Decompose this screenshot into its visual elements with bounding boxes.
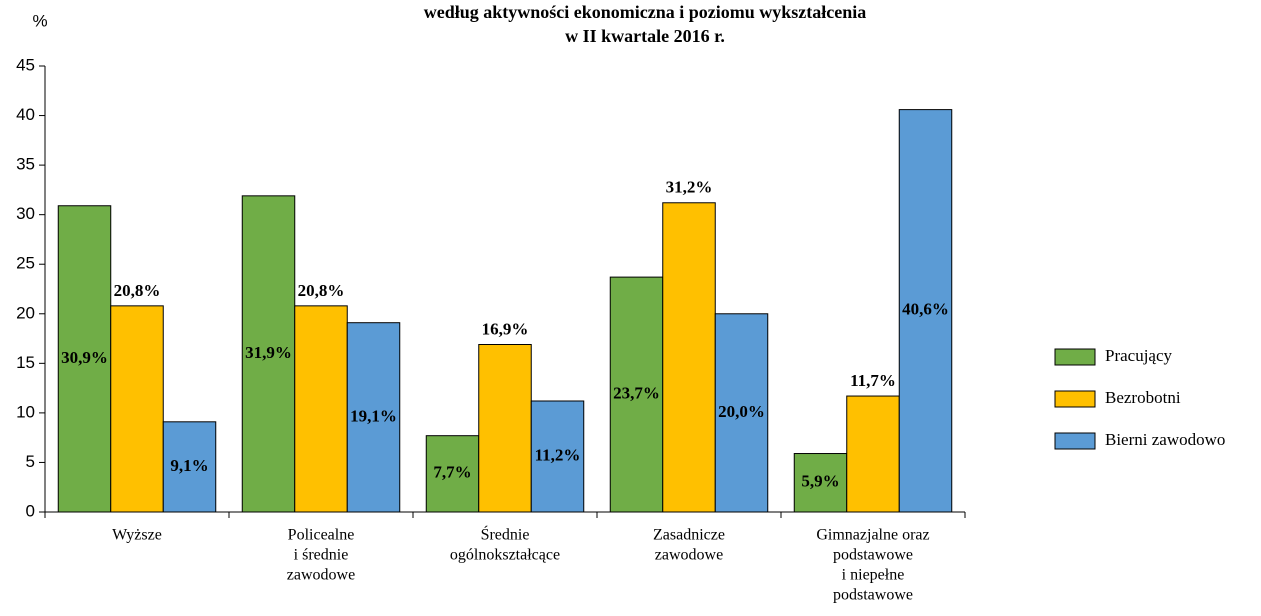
legend-label: Bezrobotni — [1105, 388, 1181, 407]
bar — [110, 305, 164, 513]
x-tick-label: podstawowe — [833, 547, 913, 564]
value-label: 16,9% — [482, 319, 529, 338]
y-tick-label: 25 — [16, 254, 35, 273]
y-axis-label: % — [32, 11, 47, 30]
value-label: 7,7% — [433, 463, 471, 482]
value-label: 19,1% — [350, 406, 397, 425]
legend-label: Pracujący — [1105, 346, 1173, 365]
bar — [530, 400, 585, 513]
value-label: 23,7% — [613, 383, 660, 402]
y-tick-label: 40 — [16, 105, 35, 124]
x-tick-label: Wyższe — [112, 527, 162, 544]
bar — [162, 421, 217, 513]
y-tick-label: 45 — [16, 55, 35, 74]
x-tick-label: ogólnokształcące — [450, 547, 560, 564]
value-label: 20,8% — [114, 281, 161, 300]
value-label: 5,9% — [801, 472, 839, 491]
value-label: 40,6% — [902, 300, 949, 319]
y-tick-label: 30 — [16, 204, 35, 223]
chart-title: w II kwartale 2016 r. — [565, 26, 725, 46]
bar — [346, 322, 401, 513]
value-label: 30,9% — [61, 348, 108, 367]
x-tick-label: zawodowe — [655, 547, 723, 564]
bar — [714, 313, 769, 513]
y-tick-label: 10 — [16, 402, 35, 421]
legend-swatch — [1054, 390, 1096, 408]
y-tick-label: 20 — [16, 303, 35, 322]
legend-label: Bierni zawodowo — [1105, 430, 1225, 449]
y-tick-label: 35 — [16, 155, 35, 174]
bar — [846, 395, 900, 513]
value-label: 9,1% — [170, 456, 208, 475]
x-tick-label: Policealne — [288, 527, 355, 544]
x-tick-label: i niepełne — [842, 567, 905, 584]
value-label: 31,2% — [666, 178, 713, 197]
x-tick-label: podstawowe — [833, 587, 913, 604]
chart-title: według aktywności ekonomiczna i poziomu … — [424, 2, 867, 22]
legend-swatch — [1054, 432, 1096, 450]
x-tick-label: i średnie — [294, 547, 349, 564]
value-label: 11,7% — [850, 371, 896, 390]
bar — [662, 202, 716, 513]
bar — [294, 305, 348, 513]
x-tick-label: Zasadnicze — [653, 527, 725, 544]
x-tick-label: Gimnazjalne oraz — [816, 527, 929, 544]
bar — [898, 109, 953, 513]
value-label: 20,0% — [718, 402, 765, 421]
x-tick-label: Średnie — [481, 525, 530, 544]
value-label: 31,9% — [245, 343, 292, 362]
y-tick-label: 5 — [26, 452, 35, 471]
value-label: 11,2% — [535, 445, 581, 464]
legend-swatch — [1054, 348, 1096, 366]
bar — [793, 453, 848, 513]
bar — [425, 435, 480, 513]
y-tick-label: 0 — [26, 501, 35, 520]
bar — [609, 276, 664, 513]
x-tick-label: zawodowe — [287, 567, 355, 584]
value-label: 20,8% — [298, 281, 345, 300]
y-tick-label: 15 — [16, 353, 35, 372]
bar — [478, 344, 532, 513]
